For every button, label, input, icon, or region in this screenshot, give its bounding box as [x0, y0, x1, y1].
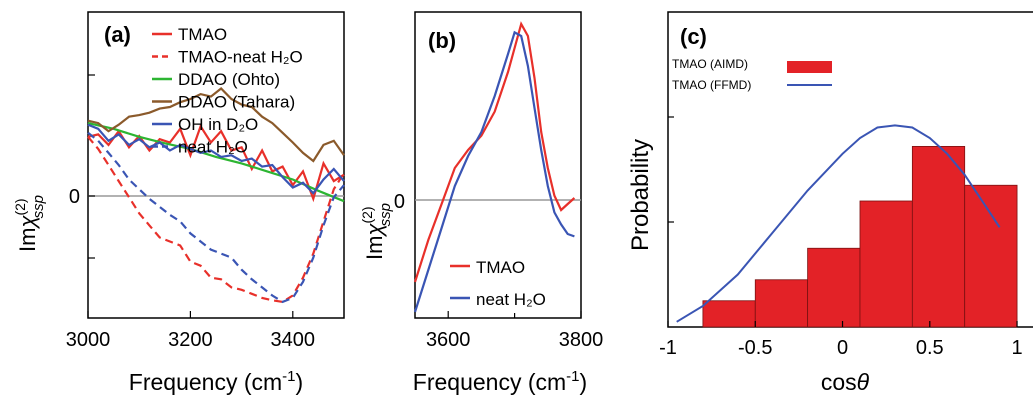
panel-a-xtick-label-1: 3200 [168, 329, 213, 351]
panel-a-legend-label-1: TMAO-neat H₂O [178, 48, 303, 67]
panel-b-xtick-label-0: 3600 [426, 329, 471, 351]
panel-a: (a) 3000 3200 3400 0 TMAO TMAO-neat H₂O DDAO … [12, 11, 345, 395]
panel-c: (c) -1 -0.5 0 0.5 1 TMAO (AIMD) TMAO (FFMD) P… [627, 11, 1033, 395]
panel-a-title: (a) [104, 22, 131, 47]
panel-c-bar-6 [964, 184, 1018, 328]
panel-b-legend-label-0: TMAO [476, 258, 525, 277]
panel-c-bar-3 [807, 247, 861, 328]
panel-c-xtick-label-2: 0 [837, 337, 848, 359]
panel-a-xtick-label-0: 3000 [66, 329, 111, 351]
panel-b-title: (b) [428, 28, 456, 53]
panel-c-ylabel: Probability [627, 139, 654, 251]
panel-c-xlabel: cosθ [821, 369, 870, 395]
panel-a-series [87, 87, 345, 304]
panel-a-xlabel: Frequency (cm-1) [129, 368, 303, 395]
panel-c-bar-1 [702, 300, 756, 328]
panel-c-legend-label-1: TMAO (FFMD) [672, 78, 751, 92]
panel-c-bar-4 [859, 200, 913, 328]
panel-b-ticks: 3600 3800 0 [394, 191, 603, 351]
panel-a-series-line-5 [87, 131, 345, 304]
panel-c-xtick-label-4: 1 [1011, 337, 1022, 359]
panel-a-series-line-4 [87, 123, 345, 195]
panel-a-ticks: 3000 3200 3400 0 [66, 74, 316, 351]
panel-b: (b) 3600 3800 0 TMAO neat H₂O Imχ(2) ssp Fre… [359, 11, 603, 395]
panel-b-legend-label-1: neat H₂O [476, 290, 546, 309]
panel-b-legend: TMAO neat H₂O [450, 258, 546, 309]
panel-b-series-line-0 [413, 21, 576, 283]
panel-c-ticks: -1 -0.5 0 0.5 1 [659, 116, 1023, 359]
panel-b-ylabel: Imχ(2) ssp [359, 203, 394, 260]
panel-a-series-line-3 [87, 87, 345, 163]
panel-a-legend-label-4: OH in D₂O [178, 115, 258, 134]
panel-c-bar-2 [754, 279, 809, 328]
panel-c-xtick-label-1: -0.5 [738, 337, 772, 359]
panel-c-series-line [676, 124, 1001, 323]
panel-a-legend-label-0: TMAO [178, 25, 227, 44]
panel-a-legend-label-5: neat H₂O [178, 138, 248, 157]
panel-c-legend: TMAO (AIMD) TMAO (FFMD) [672, 57, 832, 92]
panel-c-legend-label-0: TMAO (AIMD) [672, 57, 748, 71]
panel-b-series-line-1 [413, 30, 575, 313]
panel-a-legend: TMAO TMAO-neat H₂O DDAO (Ohto) DDAO (Tahara… [152, 25, 303, 157]
panel-a-xtick-label-2: 3400 [271, 329, 316, 351]
panel-c-xtick-label-3: 0.5 [916, 337, 944, 359]
panel-c-title: (c) [680, 24, 707, 49]
panel-a-legend-label-2: DDAO (Ohto) [178, 70, 280, 89]
panel-a-series-line-1 [87, 136, 345, 304]
panel-a-plot-area [87, 11, 345, 319]
panel-c-bars [702, 145, 1018, 328]
panel-b-ytick-label-0: 0 [394, 191, 405, 213]
panel-b-xlabel: Frequency (cm-1) [413, 368, 587, 395]
panel-b-series [413, 21, 576, 313]
panel-b-plot-area [414, 11, 582, 319]
panel-a-ytick-label-0: 0 [69, 186, 80, 208]
panel-b-xtick-label-1: 3800 [559, 329, 604, 351]
panel-a-legend-label-3: DDAO (Tahara) [178, 93, 295, 112]
panel-c-xtick-label-0: -1 [659, 337, 677, 359]
panel-a-series-line-0 [87, 123, 345, 203]
panel-a-ylabel: Imχ(2) ssp [12, 195, 47, 252]
panel-c-legend-swatch-0 [787, 61, 832, 73]
panel-c-line [676, 124, 1001, 323]
panel-c-bar-5 [911, 145, 966, 328]
